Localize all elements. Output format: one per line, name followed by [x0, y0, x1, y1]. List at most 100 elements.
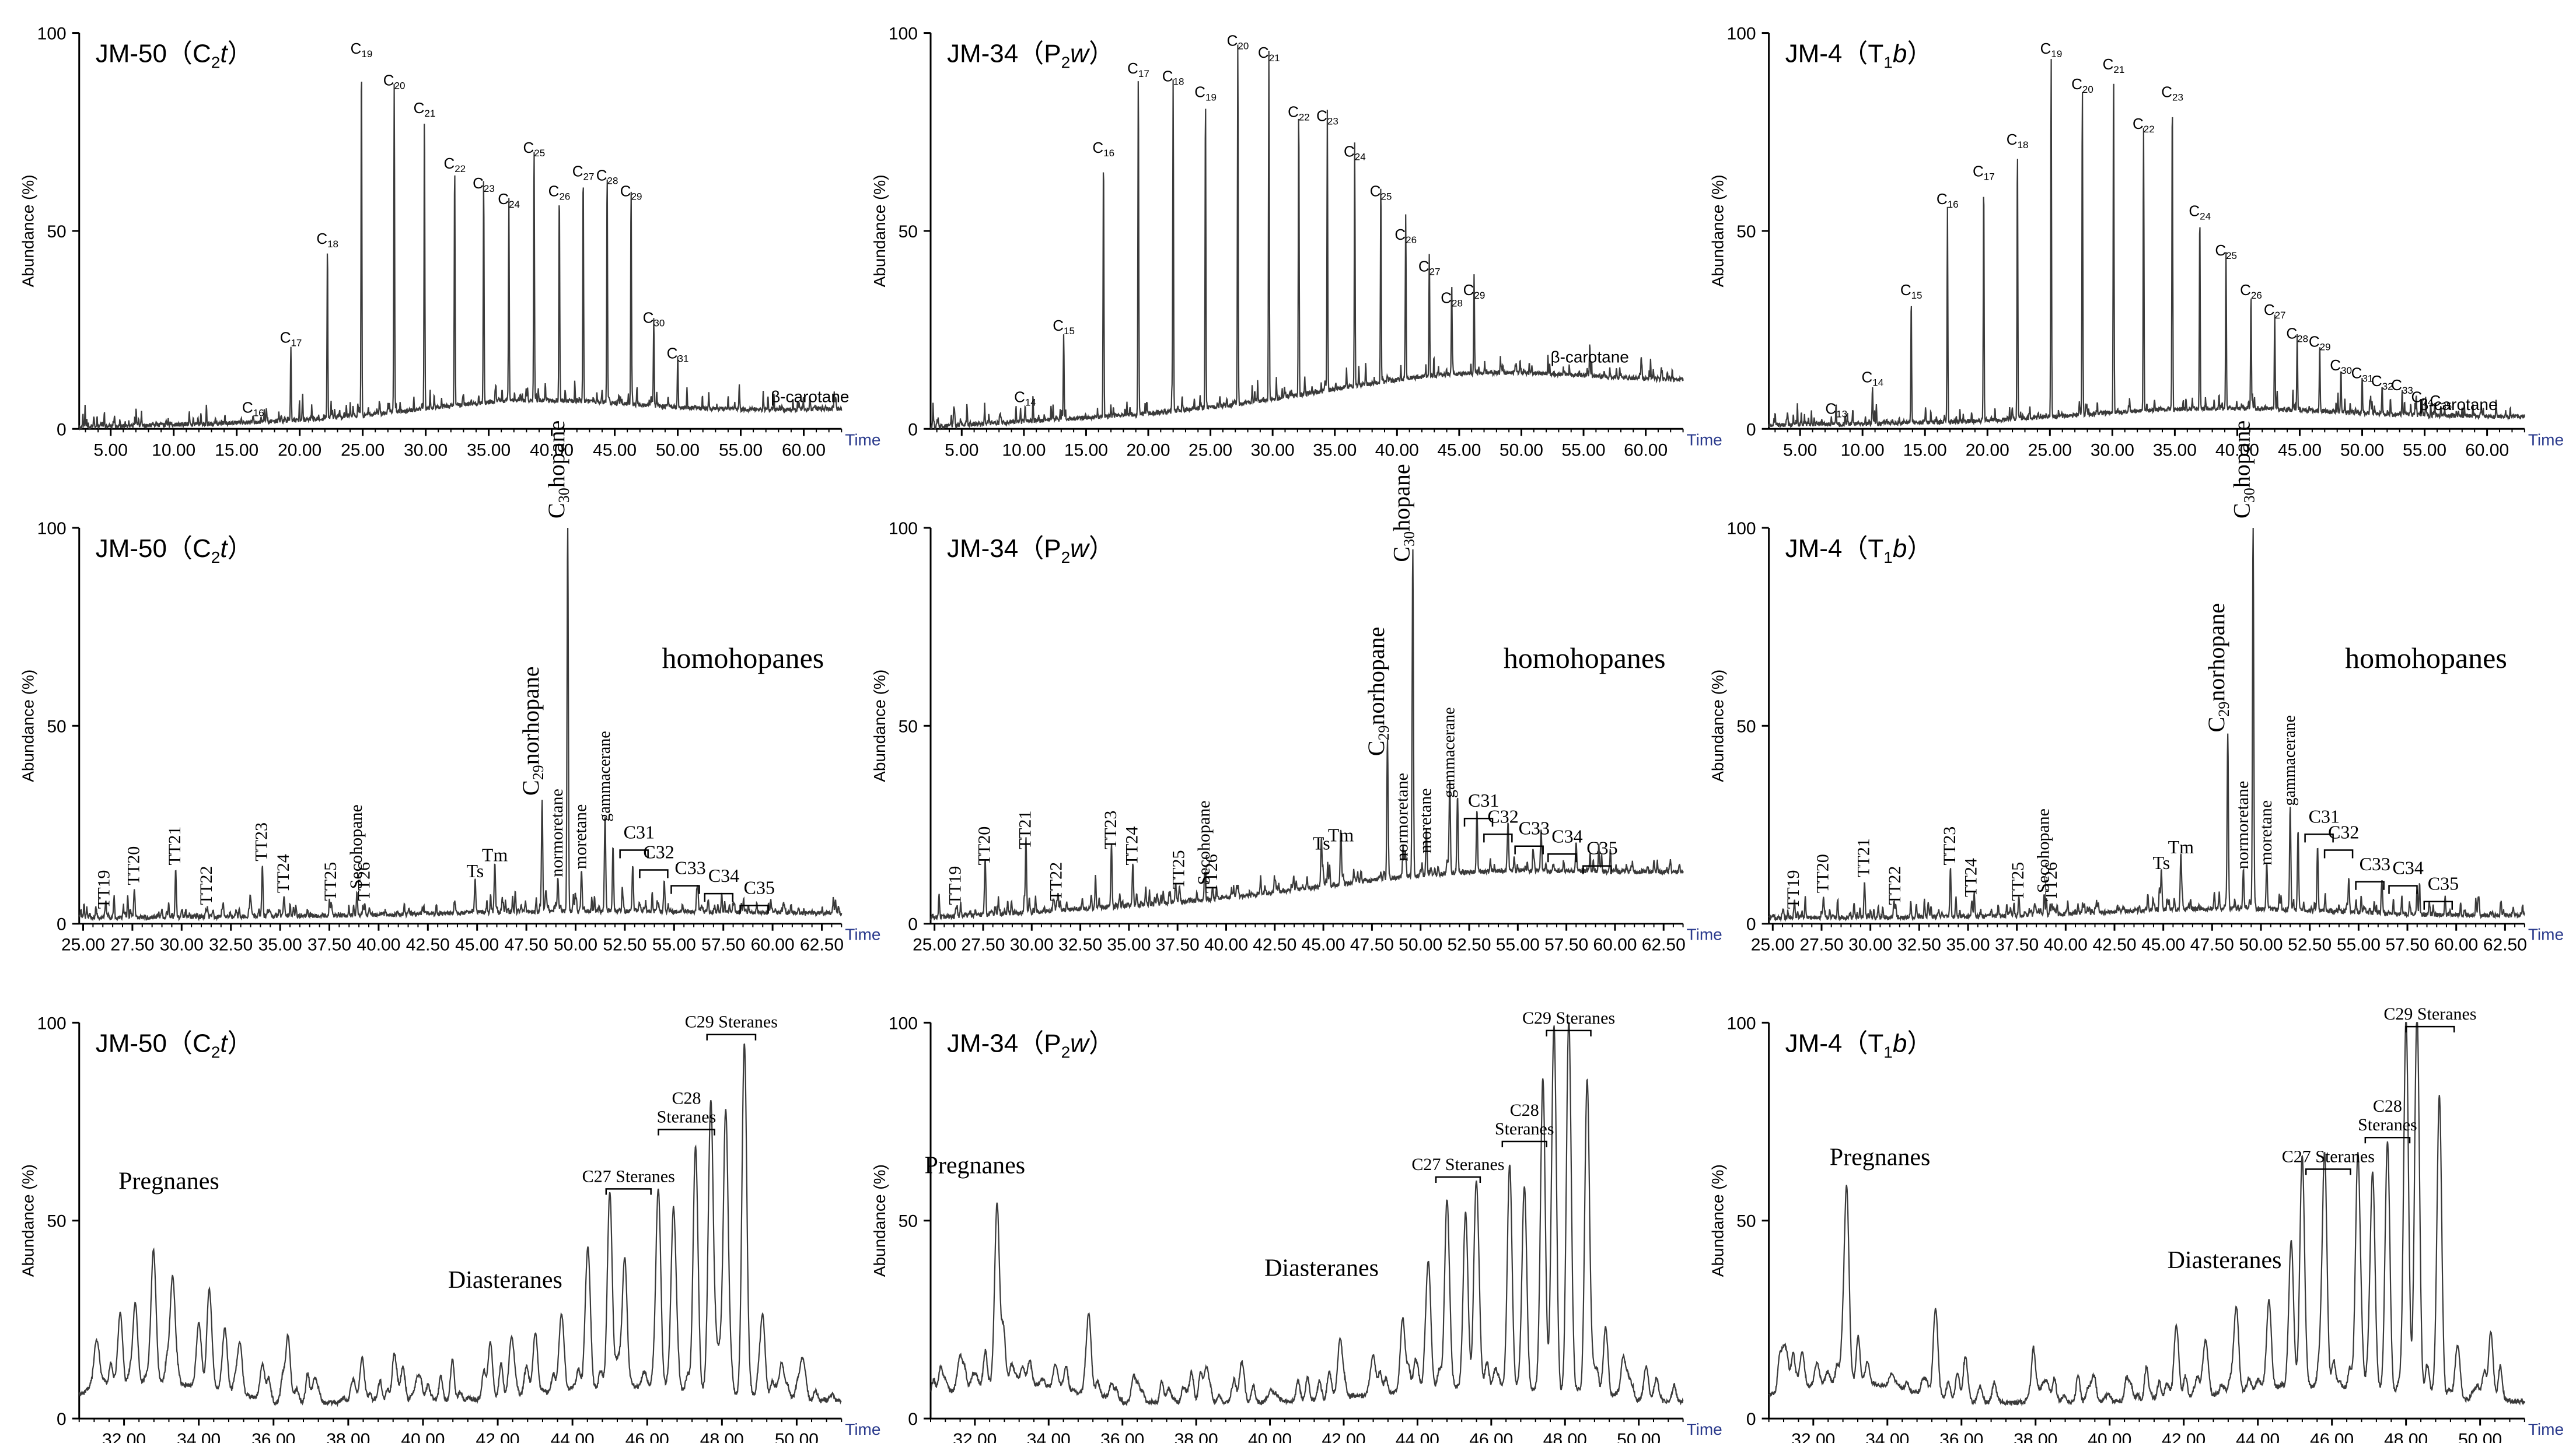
- y-tick-label: 100: [37, 24, 67, 44]
- panel-steranes-jm-4: 0 50 100 Abundance (%) 32.00 34.00 36.00 38.00 4…: [1709, 1004, 2564, 1443]
- peak-label: normoretane: [1393, 773, 1412, 861]
- peak-label: TT25: [321, 862, 340, 901]
- peak-label: C30: [2330, 356, 2352, 376]
- peak-label: C26: [1394, 226, 1417, 246]
- x-axis-label: Time: [845, 926, 880, 944]
- x-tick-label: 62.50: [2483, 936, 2527, 955]
- x-tick-label: 40.00: [1248, 1430, 1292, 1443]
- peak-label: Secohopane: [2034, 808, 2053, 893]
- y-tick-label: 0: [57, 420, 67, 439]
- homolog-bracket: [2423, 901, 2453, 910]
- x-tick-label: 34.00: [1027, 1430, 1071, 1443]
- y-tick-label: 50: [1736, 222, 1756, 241]
- panel-n-alkanes-jm-34: 0 50 100 Abundance (%) 5.00 10.00 15.00 20.00 25…: [871, 24, 1722, 460]
- homolog-bracket: [2323, 849, 2354, 859]
- sterane-bracket: [1546, 1029, 1592, 1036]
- x-tick-label: 52.50: [2288, 936, 2332, 955]
- x-axis-label: Time: [2528, 1420, 2564, 1438]
- x-tick-label: 44.00: [551, 1430, 595, 1443]
- peak-label: C32: [2371, 372, 2393, 392]
- peak-label: TT19: [945, 866, 964, 905]
- x-tick-label: 42.00: [2162, 1430, 2205, 1443]
- y-tick-label: 0: [57, 915, 67, 934]
- panel-terpanes-jm-50: 0 50 100 Abundance (%) 25.00 27.50 30.00 32.50 3…: [19, 421, 881, 955]
- homolog-bracket: [1514, 845, 1544, 854]
- compound-group-label: Pregnanes: [925, 1152, 1026, 1179]
- peak-label: C19: [351, 40, 373, 59]
- peak-label: C34: [2393, 857, 2424, 878]
- peak-label: C20: [383, 71, 406, 91]
- peak-label: Tm: [482, 845, 508, 866]
- x-tick-label: 35.00: [1946, 936, 1990, 955]
- peak-label: C32: [1487, 805, 1518, 826]
- panel-steranes-jm-50: 0 50 100 Abundance (%) 32.00 34.00 36.00 38.00 4…: [19, 1013, 881, 1443]
- homohopanes-label: homohopanes: [662, 642, 824, 674]
- peak-label: C20: [1227, 31, 1249, 51]
- y-tick-label: 0: [908, 915, 918, 934]
- x-tick-label: 44.00: [2236, 1430, 2280, 1443]
- chromatogram-trace: [1768, 527, 2525, 923]
- peak-label: TT24: [1962, 858, 1981, 897]
- peak-label: C33: [2360, 853, 2390, 874]
- peak-label: C21: [2103, 55, 2125, 75]
- y-tick-label: 0: [1746, 1410, 1756, 1429]
- peak-label: TT20: [124, 846, 143, 885]
- homolog-bracket: [1483, 833, 1513, 843]
- peak-label: C23: [473, 174, 495, 194]
- x-tick-label: 35.00: [2153, 440, 2197, 460]
- peak-label: C24: [2189, 202, 2211, 222]
- peak-label: C22: [2133, 115, 2155, 135]
- y-tick-label: 50: [899, 717, 918, 736]
- peak-label: C29: [1463, 281, 1486, 301]
- x-tick-label: 45.00: [1302, 936, 1345, 955]
- x-tick-label: 55.00: [1496, 936, 1540, 955]
- x-tick-label: 50.00: [2239, 936, 2283, 955]
- peak-label: C34: [1551, 825, 1582, 846]
- peak-label: TT21: [1015, 811, 1034, 850]
- peak-label: C28: [596, 166, 618, 186]
- x-tick-label: 5.00: [1783, 440, 1817, 460]
- x-tick-label: 52.50: [1447, 936, 1491, 955]
- y-tick-label: 0: [1746, 420, 1756, 439]
- chromatogram-trace: [929, 549, 1684, 921]
- sterane-group-label: C29 Steranes: [685, 1013, 778, 1032]
- chromatogram-trace: [1768, 1022, 2525, 1407]
- peak-label: C33: [674, 857, 705, 878]
- x-tick-label: 38.00: [2014, 1430, 2057, 1443]
- peak-label: C19: [1194, 83, 1217, 103]
- homolog-bracket: [1463, 817, 1494, 827]
- x-tick-label: 50.00: [1500, 440, 1543, 460]
- y-tick-label: 100: [1727, 24, 1756, 44]
- peak-label: C27: [572, 162, 595, 182]
- panel-terpanes-jm-34: 0 50 100 Abundance (%) 25.00 27.50 30.00 32.50 3…: [871, 464, 1722, 954]
- x-tick-label: 60.00: [2434, 936, 2478, 955]
- x-tick-label: 50.00: [656, 440, 700, 460]
- sample-title: JM-4（T1b）: [1785, 40, 1933, 72]
- x-tick-label: 27.50: [961, 936, 1005, 955]
- peak-label: C30hopane: [2229, 421, 2258, 519]
- peak-label: C23: [2161, 83, 2183, 103]
- peak-label: C32: [643, 841, 674, 862]
- homolog-bracket: [2355, 881, 2385, 890]
- x-tick-label: 38.00: [326, 1430, 370, 1443]
- peak-label: C17: [280, 329, 302, 349]
- x-tick-label: 40.00: [530, 440, 574, 460]
- peak-label: C16: [1092, 139, 1114, 159]
- x-tick-label: 55.00: [2403, 440, 2446, 460]
- peak-label: TT22: [197, 866, 216, 905]
- peak-label: C22: [443, 155, 466, 174]
- peak-label: moretane: [571, 804, 590, 870]
- y-tick-label: 50: [47, 1212, 66, 1231]
- peak-label: Ts: [2152, 852, 2170, 873]
- peak-label: TT26: [354, 862, 373, 901]
- peak-label: TT23: [1101, 811, 1120, 850]
- peak-label: C33: [2391, 376, 2413, 396]
- peak-label: moretane: [1416, 788, 1435, 853]
- y-tick-label: 100: [37, 519, 67, 538]
- x-tick-label: 48.00: [700, 1430, 744, 1443]
- peak-label: C16: [242, 399, 264, 419]
- peak-label: TT22: [1885, 866, 1904, 905]
- y-axis-label: Abundance (%): [1709, 174, 1727, 287]
- y-axis-label: Abundance (%): [871, 1164, 889, 1277]
